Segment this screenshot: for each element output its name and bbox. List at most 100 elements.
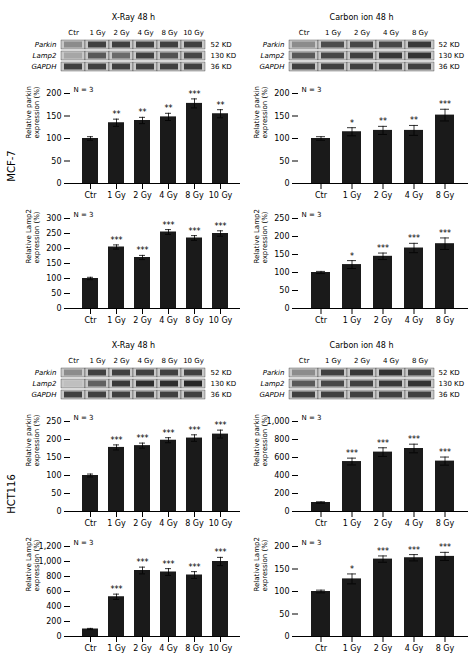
svg-text:Ctr: Ctr bbox=[68, 357, 79, 365]
svg-text:8 Gy: 8 Gy bbox=[185, 519, 204, 528]
svg-text:100: 100 bbox=[274, 134, 289, 143]
svg-text:4 Gy: 4 Gy bbox=[159, 644, 178, 653]
svg-text:0: 0 bbox=[284, 304, 289, 313]
svg-text:***: *** bbox=[189, 426, 201, 435]
svg-text:***: *** bbox=[137, 246, 149, 255]
svg-text:N = 3: N = 3 bbox=[74, 211, 94, 219]
svg-text:50: 50 bbox=[51, 489, 61, 498]
svg-text:***: *** bbox=[377, 439, 389, 448]
svg-text:Ctr: Ctr bbox=[84, 519, 97, 528]
svg-text:2 Gy: 2 Gy bbox=[374, 644, 393, 653]
svg-text:0: 0 bbox=[284, 632, 289, 641]
svg-text:Parkin: Parkin bbox=[35, 369, 57, 377]
svg-text:400: 400 bbox=[46, 602, 61, 611]
svg-text:1 Gy: 1 Gy bbox=[343, 519, 362, 528]
svg-text:100: 100 bbox=[46, 134, 61, 143]
svg-text:8 Gy: 8 Gy bbox=[436, 644, 455, 653]
svg-text:150: 150 bbox=[46, 453, 61, 462]
svg-text:8 Gy: 8 Gy bbox=[161, 29, 177, 37]
svg-text:**: ** bbox=[165, 104, 173, 113]
svg-text:Relative parkinexpression (%): Relative parkinexpression (%) bbox=[25, 414, 41, 467]
svg-text:N = 3: N = 3 bbox=[302, 539, 322, 547]
svg-text:50: 50 bbox=[51, 157, 61, 166]
svg-text:600: 600 bbox=[46, 587, 61, 596]
svg-text:***: *** bbox=[377, 244, 389, 253]
svg-text:0: 0 bbox=[284, 507, 289, 516]
svg-text:***: *** bbox=[408, 435, 420, 444]
svg-text:*: * bbox=[350, 565, 354, 574]
svg-text:***: *** bbox=[377, 547, 389, 556]
svg-text:***: *** bbox=[137, 558, 149, 567]
svg-text:0: 0 bbox=[56, 507, 61, 516]
svg-text:***: *** bbox=[163, 560, 175, 569]
svg-text:*: * bbox=[350, 252, 354, 261]
svg-text:***: *** bbox=[439, 100, 451, 109]
svg-text:400: 400 bbox=[274, 471, 289, 480]
svg-text:150: 150 bbox=[274, 565, 289, 574]
svg-text:Ctr: Ctr bbox=[84, 316, 97, 325]
svg-text:800: 800 bbox=[46, 572, 61, 581]
svg-text:2 Gy: 2 Gy bbox=[354, 357, 370, 365]
svg-text:4 Gy: 4 Gy bbox=[159, 519, 178, 528]
svg-text:8 Gy: 8 Gy bbox=[185, 316, 204, 325]
svg-text:Ctr: Ctr bbox=[299, 357, 310, 365]
svg-text:4 Gy: 4 Gy bbox=[137, 29, 153, 37]
svg-text:***: *** bbox=[439, 543, 451, 552]
svg-text:4 Gy: 4 Gy bbox=[137, 357, 153, 365]
svg-text:Carbon ion 48 h: Carbon ion 48 h bbox=[330, 341, 394, 350]
svg-text:Relative Lamp2expression (%): Relative Lamp2expression (%) bbox=[25, 537, 41, 591]
svg-text:Ctr: Ctr bbox=[315, 316, 328, 325]
svg-text:130 KD: 130 KD bbox=[439, 52, 465, 60]
svg-text:200: 200 bbox=[46, 435, 61, 444]
svg-text:***: *** bbox=[346, 449, 358, 458]
svg-text:1 Gy: 1 Gy bbox=[325, 29, 341, 37]
svg-text:Parkin: Parkin bbox=[263, 369, 285, 377]
svg-text:***: *** bbox=[215, 421, 227, 430]
svg-text:50: 50 bbox=[279, 286, 289, 295]
svg-text:1 Gy: 1 Gy bbox=[107, 316, 126, 325]
svg-text:100: 100 bbox=[274, 587, 289, 596]
svg-text:130 KD: 130 KD bbox=[211, 380, 237, 388]
svg-text:10 Gy: 10 Gy bbox=[209, 316, 233, 325]
svg-text:4 Gy: 4 Gy bbox=[405, 519, 424, 528]
svg-text:GAPDH: GAPDH bbox=[31, 391, 57, 399]
svg-text:1 Gy: 1 Gy bbox=[343, 316, 362, 325]
svg-text:N = 3: N = 3 bbox=[302, 414, 322, 422]
svg-text:Ctr: Ctr bbox=[68, 29, 79, 37]
svg-text:***: *** bbox=[189, 90, 201, 99]
svg-text:2 Gy: 2 Gy bbox=[113, 29, 129, 37]
svg-text:52 KD: 52 KD bbox=[211, 41, 232, 49]
svg-text:250: 250 bbox=[46, 417, 61, 426]
svg-text:4 Gy: 4 Gy bbox=[159, 316, 178, 325]
svg-text:0: 0 bbox=[284, 179, 289, 188]
svg-text:10 Gy: 10 Gy bbox=[209, 191, 233, 200]
svg-text:200: 200 bbox=[274, 89, 289, 98]
svg-text:4 Gy: 4 Gy bbox=[405, 191, 424, 200]
svg-text:**: ** bbox=[379, 117, 387, 126]
svg-text:1 Gy: 1 Gy bbox=[107, 644, 126, 653]
svg-text:250: 250 bbox=[46, 229, 61, 238]
svg-text:2 Gy: 2 Gy bbox=[113, 357, 129, 365]
svg-text:200: 200 bbox=[46, 617, 61, 626]
svg-text:Relative Lamp2expression (%): Relative Lamp2expression (%) bbox=[253, 537, 269, 591]
svg-text:***: *** bbox=[439, 229, 451, 238]
svg-text:2 Gy: 2 Gy bbox=[133, 644, 152, 653]
svg-text:Relative Lamp2expression (%): Relative Lamp2expression (%) bbox=[253, 209, 269, 263]
svg-text:200: 200 bbox=[46, 244, 61, 253]
svg-text:200: 200 bbox=[46, 89, 61, 98]
svg-text:N = 3: N = 3 bbox=[74, 414, 94, 422]
svg-text:36 KD: 36 KD bbox=[439, 63, 460, 71]
svg-text:10 Gy: 10 Gy bbox=[183, 29, 204, 37]
svg-text:4 Gy: 4 Gy bbox=[383, 29, 399, 37]
svg-text:4 Gy: 4 Gy bbox=[405, 316, 424, 325]
svg-text:130 KD: 130 KD bbox=[439, 380, 465, 388]
svg-text:***: *** bbox=[215, 548, 227, 557]
svg-text:1,000: 1,000 bbox=[267, 417, 290, 426]
svg-text:8 Gy: 8 Gy bbox=[436, 316, 455, 325]
svg-text:**: ** bbox=[217, 101, 225, 110]
svg-text:150: 150 bbox=[46, 112, 61, 121]
svg-text:***: *** bbox=[408, 234, 420, 243]
svg-text:***: *** bbox=[163, 221, 175, 230]
svg-text:***: *** bbox=[189, 563, 201, 572]
svg-text:N = 3: N = 3 bbox=[302, 86, 322, 94]
